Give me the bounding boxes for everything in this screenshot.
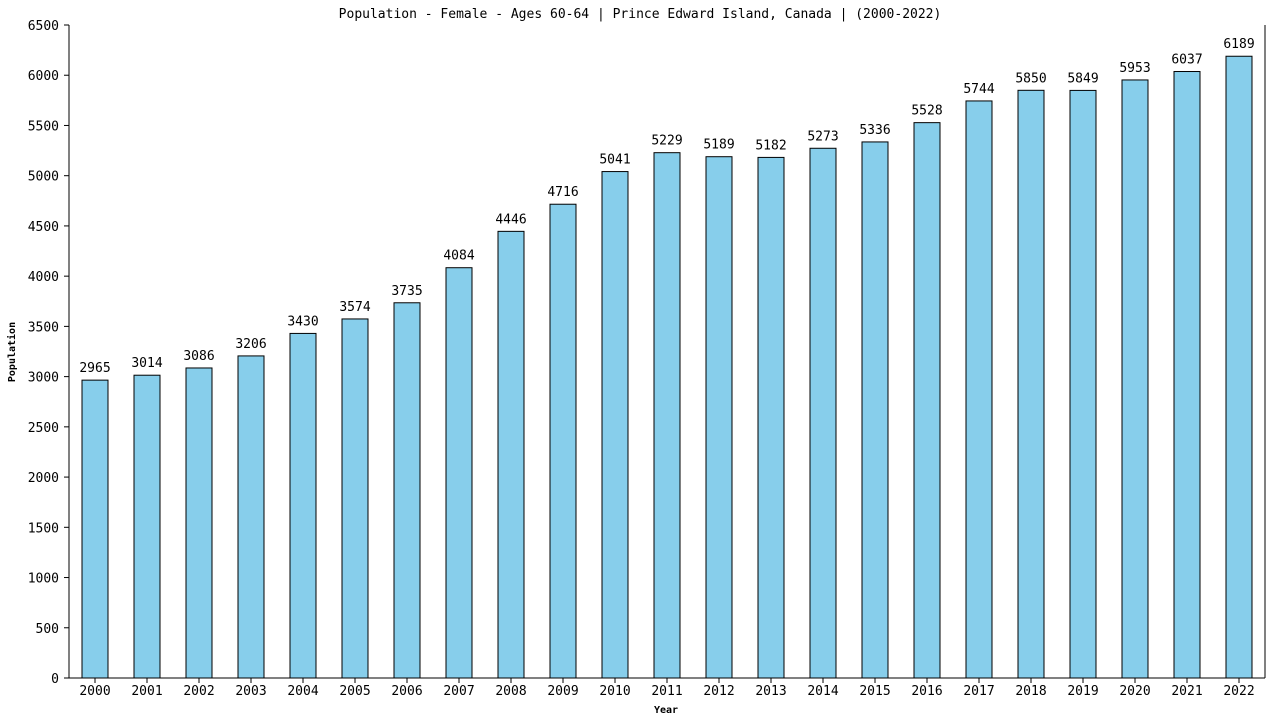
x-tick-label: 2008 bbox=[495, 684, 526, 699]
x-tick-label: 2015 bbox=[859, 684, 890, 699]
bar-value-label: 2965 bbox=[79, 361, 110, 376]
bar-2018 bbox=[1017, 89, 1045, 679]
bar-2002 bbox=[185, 367, 213, 679]
bar-value-label: 3430 bbox=[287, 314, 318, 329]
bar-2016 bbox=[913, 122, 941, 679]
y-tick-label: 4000 bbox=[28, 270, 59, 285]
bar-2022 bbox=[1225, 55, 1253, 679]
x-tick-label: 2014 bbox=[807, 684, 838, 699]
bar-2012 bbox=[705, 156, 733, 679]
bar-2009 bbox=[549, 203, 577, 679]
bar-value-label: 5273 bbox=[807, 129, 838, 144]
bar-2007 bbox=[445, 267, 473, 679]
x-tick-label: 2006 bbox=[391, 684, 422, 699]
bar-value-label: 5041 bbox=[599, 153, 630, 168]
x-axis-label: Year bbox=[654, 705, 678, 716]
bar-2015 bbox=[861, 141, 889, 679]
bars bbox=[81, 55, 1253, 679]
bar-value-label: 3735 bbox=[391, 284, 422, 299]
x-tick-label: 2012 bbox=[703, 684, 734, 699]
y-tick-label: 500 bbox=[36, 622, 59, 637]
y-axis-label: Population bbox=[6, 322, 18, 382]
bar-value-label: 5182 bbox=[755, 138, 786, 153]
bar-2017 bbox=[965, 100, 993, 679]
bar-value-labels: 2965 3014 3086 3206 3430 3574 3735 4084 4446 4716… bbox=[79, 37, 1254, 376]
bar-value-label: 5189 bbox=[703, 138, 734, 153]
bar-value-label: 5953 bbox=[1119, 61, 1150, 76]
bar-value-label: 3206 bbox=[235, 337, 266, 352]
bar-2010 bbox=[601, 171, 629, 679]
x-tick-label: 2019 bbox=[1067, 684, 1098, 699]
bar-2006 bbox=[393, 302, 421, 679]
x-tick-label: 2010 bbox=[599, 684, 630, 699]
y-tick-label: 2500 bbox=[28, 421, 59, 436]
bar-2014 bbox=[809, 147, 837, 679]
y-tick-label: 5500 bbox=[28, 119, 59, 134]
y-tick-label: 4500 bbox=[28, 220, 59, 235]
x-tick-label: 2011 bbox=[651, 684, 682, 699]
x-tick-label: 2001 bbox=[131, 684, 162, 699]
x-tick-label: 2002 bbox=[183, 684, 214, 699]
y-tick-label: 6500 bbox=[28, 19, 59, 34]
x-tick-label: 2013 bbox=[755, 684, 786, 699]
chart-title: Population - Female - Ages 60-64 | Princ… bbox=[339, 7, 942, 22]
y-tick-label: 2000 bbox=[28, 471, 59, 486]
bar-value-label: 6189 bbox=[1223, 37, 1254, 52]
bar-value-label: 4446 bbox=[495, 212, 526, 227]
x-tick-label: 2020 bbox=[1119, 684, 1150, 699]
x-tick-label: 2017 bbox=[963, 684, 994, 699]
bar-value-label: 3574 bbox=[339, 300, 370, 315]
bar-value-label: 6037 bbox=[1171, 53, 1202, 68]
bar-2001 bbox=[133, 374, 161, 679]
y-axis-ticks: 0 500 1000 1500 2000 2500 3000 3500 4000 4500 5000… bbox=[28, 19, 69, 687]
bar-value-label: 5850 bbox=[1015, 71, 1046, 86]
bar-value-label: 5849 bbox=[1067, 71, 1098, 86]
bar-value-label: 3014 bbox=[131, 356, 162, 371]
bar-2004 bbox=[289, 332, 317, 679]
bar-2005 bbox=[341, 318, 369, 679]
bar-2000 bbox=[81, 379, 109, 679]
y-tick-label: 3500 bbox=[28, 320, 59, 335]
x-tick-label: 2000 bbox=[79, 684, 110, 699]
x-tick-label: 2004 bbox=[287, 684, 318, 699]
x-tick-label: 2022 bbox=[1223, 684, 1254, 699]
y-tick-label: 0 bbox=[51, 672, 59, 687]
x-tick-label: 2005 bbox=[339, 684, 370, 699]
bar-2003 bbox=[237, 355, 265, 679]
y-tick-label: 5000 bbox=[28, 170, 59, 185]
y-tick-label: 1500 bbox=[28, 521, 59, 536]
bar-2008 bbox=[497, 230, 525, 679]
bar-2020 bbox=[1121, 79, 1149, 679]
bar-2021 bbox=[1173, 71, 1201, 679]
bar-2011 bbox=[653, 152, 681, 679]
x-tick-label: 2018 bbox=[1015, 684, 1046, 699]
x-tick-label: 2009 bbox=[547, 684, 578, 699]
bar-value-label: 5528 bbox=[911, 104, 942, 119]
bar-2013 bbox=[757, 156, 785, 679]
bar-value-label: 3086 bbox=[183, 349, 214, 364]
y-tick-label: 1000 bbox=[28, 572, 59, 587]
x-tick-label: 2003 bbox=[235, 684, 266, 699]
bar-value-label: 4084 bbox=[443, 249, 474, 264]
x-tick-label: 2016 bbox=[911, 684, 942, 699]
x-tick-label: 2021 bbox=[1171, 684, 1202, 699]
bar-value-label: 5336 bbox=[859, 123, 890, 138]
y-tick-label: 3000 bbox=[28, 371, 59, 386]
x-axis-ticks: 2000 2001 2002 2003 2004 2005 2006 2007 2008 2009… bbox=[79, 678, 1255, 699]
bar-value-label: 4716 bbox=[547, 185, 578, 200]
bar-2019 bbox=[1069, 89, 1097, 679]
bar-value-label: 5744 bbox=[963, 82, 994, 97]
y-tick-label: 6000 bbox=[28, 69, 59, 84]
x-tick-label: 2007 bbox=[443, 684, 474, 699]
bar-value-label: 5229 bbox=[651, 134, 682, 149]
